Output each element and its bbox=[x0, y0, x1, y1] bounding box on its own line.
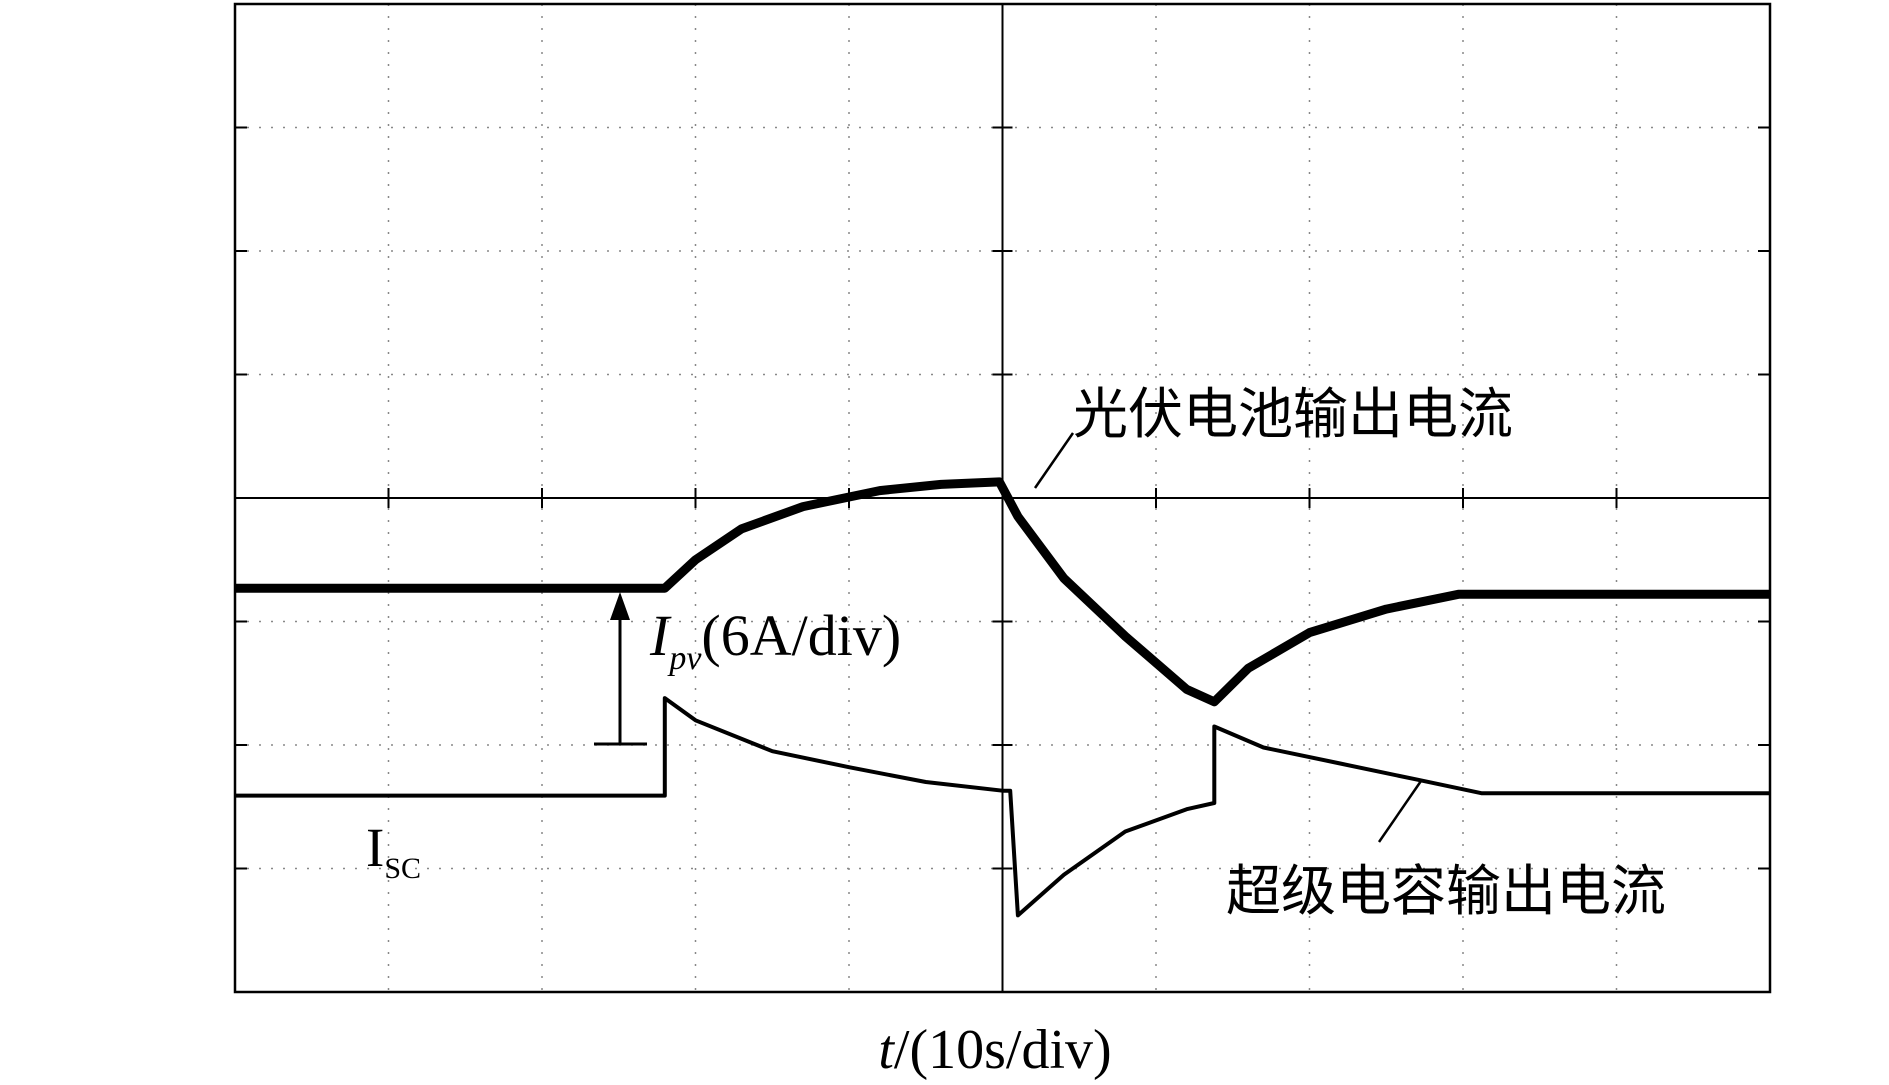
x-axis-label: t/(10s/div) bbox=[878, 1019, 1111, 1081]
traces bbox=[235, 477, 1770, 918]
trace-label-sub: SC bbox=[384, 852, 421, 885]
x-axis-unit: /(10s/div) bbox=[894, 1019, 1112, 1081]
series-annotation: 超级电容输出电流 bbox=[1226, 861, 1666, 922]
leader-line bbox=[1033, 432, 1075, 489]
scale-label-main: I bbox=[649, 603, 672, 668]
arrow-head bbox=[610, 592, 630, 620]
scale-label-unit: (6A/div) bbox=[701, 603, 901, 668]
grid bbox=[234, 3, 1771, 993]
leader-line bbox=[1377, 780, 1423, 843]
x-axis-var: t bbox=[878, 1019, 895, 1081]
trace-label-main: I bbox=[366, 817, 384, 878]
scale-label: Ipv(6A/div) bbox=[649, 603, 901, 677]
series-annotation: 光伏电池输出电流 bbox=[1073, 384, 1513, 445]
trace-label: ISC bbox=[366, 817, 421, 885]
trace bbox=[235, 477, 1770, 707]
scale-label-sub: pv bbox=[667, 640, 702, 677]
trace bbox=[235, 696, 1770, 918]
plot-frame bbox=[233, 2, 1772, 994]
